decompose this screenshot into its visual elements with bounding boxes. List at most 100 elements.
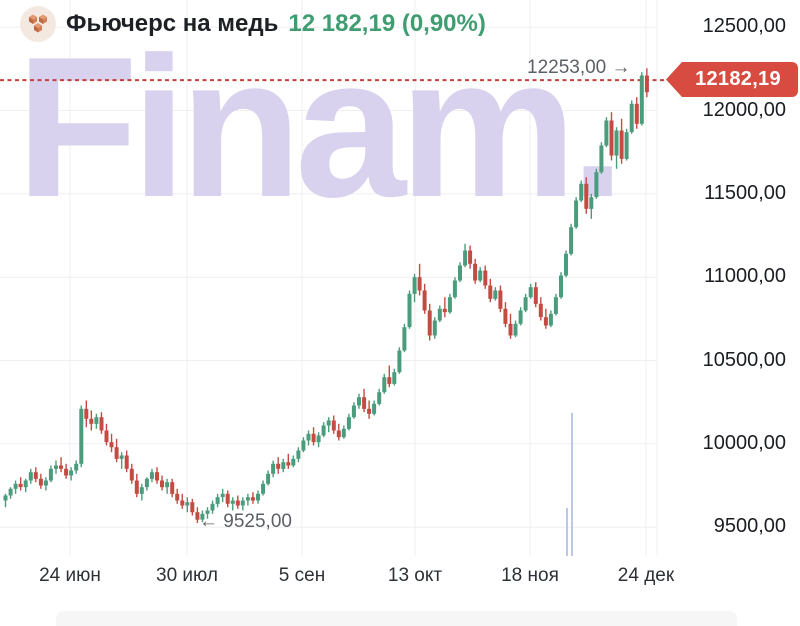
candle [442,297,447,318]
candle-body [139,487,144,494]
candle [195,507,200,523]
candle-body [412,277,417,294]
candle-body [124,455,129,469]
candle [351,402,356,419]
candle-body [261,483,266,494]
candle [397,347,402,374]
candle [634,97,639,129]
candle [69,467,74,481]
candle [230,497,235,511]
candle [215,493,220,508]
candle [296,447,301,463]
time-axis-label: 18 ноя [501,565,559,586]
candle-body [397,350,402,373]
candle-body [382,377,387,393]
candle [291,455,296,468]
price-axis-label: 11000,00 [704,265,786,287]
price-axis[interactable]: 12500,00 12000,00 11500,00 11000,00 10500,00… [660,0,800,556]
candle-body [402,327,407,351]
candle [437,305,442,323]
candle [175,488,180,504]
candle [407,290,412,329]
candle-body [518,310,523,324]
candle-body [392,372,397,384]
candle [64,463,69,479]
candle-body [584,183,589,209]
candle-body [114,447,119,459]
candle-body [367,408,372,414]
price-axis-label: 10000,00 [702,432,786,454]
candle-body [432,320,437,336]
time-axis-label: 30 июл [156,565,218,586]
instrument-header: Фьючерс на медь 12 182,19 (0,90%) [20,5,486,43]
candle [220,488,225,503]
candle-body [195,512,200,520]
time-axis-label: 13 окт [387,565,443,586]
candle [362,388,367,413]
candle-body [144,478,149,488]
candle-body [281,462,286,469]
candle-body [38,478,43,486]
candle [559,272,563,299]
candle-body [417,277,422,291]
candle-body [634,103,639,124]
time-axis-label: 5 сен [278,565,326,586]
candle-body [336,430,341,438]
candle [377,388,382,406]
candle-body [33,472,38,479]
candle-body [351,405,356,418]
candle [341,425,346,439]
candle-body [134,480,139,494]
candle-body [538,303,543,318]
candle [316,432,321,448]
candle [543,308,548,329]
candle-body [84,408,89,419]
candle [311,427,316,446]
candle [94,413,99,429]
candle-body [331,420,336,431]
candle [321,422,326,438]
candle-body [619,130,624,159]
candle [205,507,210,519]
candle-body [543,317,548,326]
candle [28,468,33,484]
candle-body [210,503,215,511]
candle [84,400,89,428]
candle-body [240,500,245,506]
session-high-label: 12253,00 → [527,57,631,78]
candle-body [291,458,296,466]
candle-body [235,500,240,506]
candle-body [94,417,99,424]
candle [452,277,457,299]
candle [599,142,604,174]
candle-body [604,120,609,146]
candle-body [175,493,180,501]
candle [104,423,109,446]
candle [286,453,291,469]
candle [235,495,240,509]
candle-body [377,392,382,404]
candle [372,400,377,416]
candle [432,317,437,339]
candle-body [59,465,63,469]
candle-body [296,450,301,459]
candle-body [594,172,599,198]
candle [594,168,599,199]
candle-body [468,250,473,264]
candle-body [458,265,462,281]
candle-body [609,120,614,156]
candle-body [165,482,170,488]
bottom-scrollbar[interactable] [56,611,737,626]
candle [124,450,129,473]
candle [33,467,38,483]
candle-body [488,285,493,299]
candle-body [48,468,53,481]
candle [134,473,139,498]
time-axis[interactable]: 24 июн 30 июл 5 сен 13 окт 18 ноя 24 дек [0,560,800,590]
candle-body [119,455,124,459]
instrument-title: Фьючерс на медь [66,10,279,37]
candle [508,313,513,339]
copper-cube [39,14,47,24]
